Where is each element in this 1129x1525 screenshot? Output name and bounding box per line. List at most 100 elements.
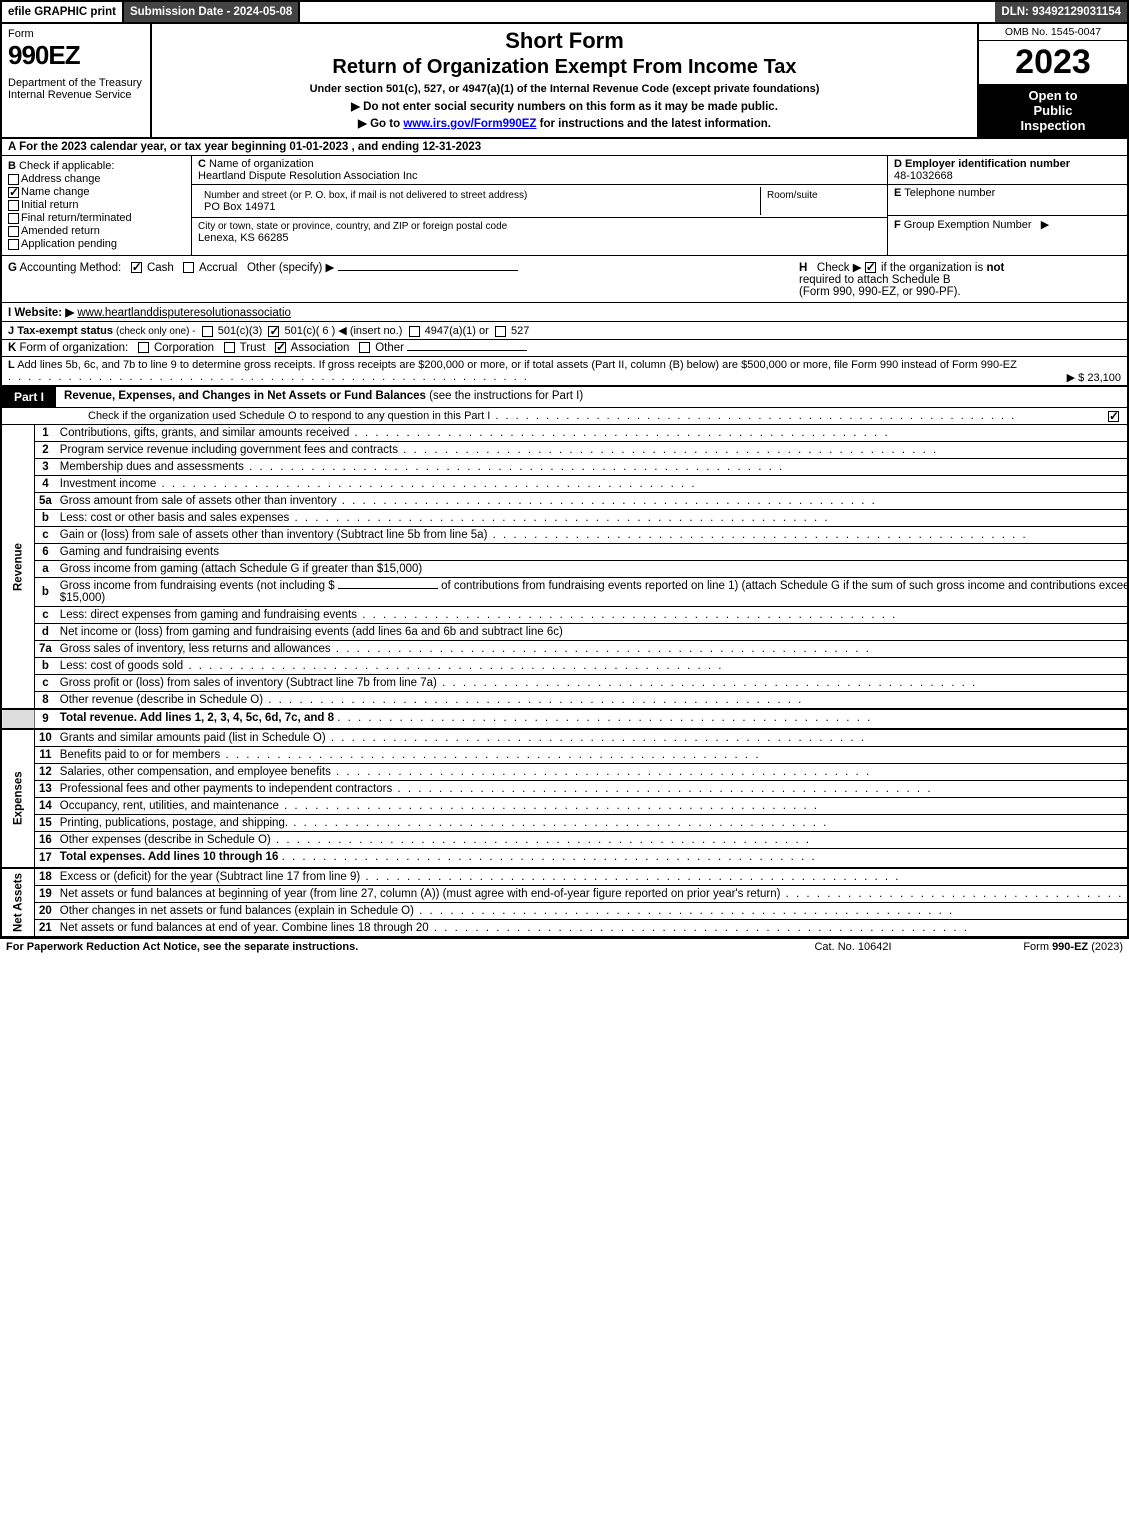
- line-h: H Check ▶ if the organization is not req…: [791, 260, 1121, 298]
- b-label: B: [8, 160, 16, 172]
- line-14-desc: Occupancy, rent, utilities, and maintena…: [56, 798, 1129, 815]
- line-8-desc: Other revenue (describe in Schedule O): [56, 692, 1129, 710]
- line-k: K Form of organization: Corporation Trus…: [2, 340, 1127, 357]
- other-org-blank[interactable]: [407, 350, 527, 351]
- city-label: City or town, state or province, country…: [198, 221, 507, 232]
- submission-date: Submission Date - 2024-05-08: [124, 2, 300, 22]
- form-header: Form 990EZ Department of the Treasury In…: [0, 24, 1129, 139]
- room-label: Room/suite: [767, 190, 818, 201]
- website-url[interactable]: www.heartlanddisputeresolutionassociatio: [77, 307, 291, 319]
- phone-row: E Telephone number: [888, 185, 1127, 216]
- line-1-desc: Contributions, gifts, grants, and simila…: [56, 425, 1129, 442]
- org-name: Heartland Dispute Resolution Association…: [198, 170, 418, 182]
- cb-h[interactable]: [865, 262, 876, 273]
- line-15-desc: Printing, publications, postage, and shi…: [56, 815, 1129, 832]
- line-10-desc: Grants and similar amounts paid (list in…: [56, 729, 1129, 747]
- ein-label: Employer identification number: [905, 158, 1070, 170]
- l-label: L: [8, 359, 15, 371]
- cb-cash[interactable]: [131, 262, 142, 273]
- cb-501c3[interactable]: [202, 326, 213, 337]
- cb-assoc[interactable]: [275, 342, 286, 353]
- cb-4947[interactable]: [409, 326, 420, 337]
- line-7b-desc: Less: cost of goods sold: [56, 658, 1129, 675]
- line-a: A For the 2023 calendar year, or tax yea…: [2, 139, 1127, 156]
- accounting-method-label: Accounting Method:: [20, 262, 122, 274]
- cb-other-org[interactable]: [359, 342, 370, 353]
- line-19-desc: Net assets or fund balances at beginning…: [56, 886, 1129, 903]
- line-2-desc: Program service revenue including govern…: [56, 442, 1129, 459]
- cb-trust[interactable]: [224, 342, 235, 353]
- line-4-desc: Investment income: [56, 476, 1129, 493]
- line-5a-desc: Gross amount from sale of assets other t…: [56, 493, 1129, 510]
- cb-527[interactable]: [495, 326, 506, 337]
- part-i-table: Revenue 1 Contributions, gifts, grants, …: [2, 425, 1129, 938]
- short-form-title: Short Form: [160, 28, 969, 54]
- tax-exempt-label: Tax-exempt status: [17, 325, 113, 337]
- cb-final-return[interactable]: Final return/terminated: [8, 212, 185, 224]
- cb-schedule-o[interactable]: [1108, 411, 1119, 422]
- form-number: 990EZ: [8, 40, 144, 71]
- footer-cat: Cat. No. 10642I: [763, 941, 943, 953]
- cb-name-change[interactable]: Name change: [8, 186, 185, 198]
- ein-row: D Employer identification number 48-1032…: [888, 156, 1127, 185]
- other-specify: Other (specify) ▶: [247, 262, 334, 274]
- header-mid: Short Form Return of Organization Exempt…: [152, 24, 977, 137]
- phone-label: Telephone number: [904, 187, 995, 199]
- footer-left: For Paperwork Reduction Act Notice, see …: [6, 941, 763, 953]
- line-i: I Website: ▶ www.heartlanddisputeresolut…: [2, 303, 1127, 322]
- revenue-side-label: Revenue: [2, 425, 35, 709]
- org-name-row: C Name of organization Heartland Dispute…: [192, 156, 887, 185]
- cb-accrual[interactable]: [183, 262, 194, 273]
- netassets-side-label: Net Assets: [2, 868, 35, 937]
- form-body: A For the 2023 calendar year, or tax yea…: [0, 139, 1129, 938]
- line-18-desc: Excess or (deficit) for the year (Subtra…: [56, 868, 1129, 886]
- street-row: Number and street (or P. O. box, if mail…: [192, 185, 887, 218]
- part-i-sub: Check if the organization used Schedule …: [2, 408, 1127, 425]
- website-label: Website: ▶: [14, 307, 74, 319]
- cb-application-pending[interactable]: Application pending: [8, 238, 185, 250]
- omb-number: OMB No. 1545-0047: [979, 24, 1127, 41]
- j-label: J: [8, 325, 14, 337]
- instr-no-ssn: ▶ Do not enter social security numbers o…: [160, 99, 969, 113]
- f-label: F: [894, 219, 901, 231]
- cb-initial-return[interactable]: Initial return: [8, 199, 185, 211]
- line-l: L Add lines 5b, 6c, and 7b to line 9 to …: [2, 357, 1127, 387]
- city-row: City or town, state or province, country…: [192, 218, 887, 246]
- name-of-org-label: Name of organization: [209, 158, 314, 170]
- line-11-desc: Benefits paid to or for members: [56, 747, 1129, 764]
- section-c: C Name of organization Heartland Dispute…: [192, 156, 887, 255]
- cb-amended-return[interactable]: Amended return: [8, 225, 185, 237]
- line-6-desc: Gaming and fundraising events: [56, 544, 1129, 561]
- line-7c-desc: Gross profit or (loss) from sales of inv…: [56, 675, 1129, 692]
- k-label: K: [8, 342, 16, 354]
- line-16-desc: Other expenses (describe in Schedule O): [56, 832, 1129, 849]
- footer-right: Form 990-EZ (2023): [943, 941, 1123, 953]
- public-inspection-box: Open to Public Inspection: [979, 84, 1127, 137]
- line-5c-desc: Gain or (loss) from sale of assets other…: [56, 527, 1129, 544]
- line-12-desc: Salaries, other compensation, and employ…: [56, 764, 1129, 781]
- street-label: Number and street (or P. O. box, if mail…: [204, 190, 527, 201]
- identification-block: B Check if applicable: Address change Na…: [2, 156, 1127, 256]
- cb-501c[interactable]: [268, 326, 279, 337]
- cb-address-change[interactable]: Address change: [8, 173, 185, 185]
- city-value: Lenexa, KS 66285: [198, 232, 289, 244]
- part-i-header: Part I Revenue, Expenses, and Changes in…: [2, 387, 1127, 408]
- expenses-side-label: Expenses: [2, 729, 35, 868]
- arrow-icon: ▶: [1041, 219, 1049, 231]
- i-label: I: [8, 307, 11, 319]
- cb-corp[interactable]: [138, 342, 149, 353]
- line-g-h: G Accounting Method: Cash Accrual Other …: [2, 256, 1127, 303]
- efile-label[interactable]: efile GRAPHIC print: [2, 2, 124, 22]
- line-j: J Tax-exempt status (check only one) - 5…: [2, 322, 1127, 340]
- irs-link[interactable]: www.irs.gov/Form990EZ: [403, 118, 536, 130]
- line-g: G Accounting Method: Cash Accrual Other …: [8, 260, 791, 298]
- top-bar: efile GRAPHIC print Submission Date - 20…: [0, 0, 1129, 24]
- line-6d-desc: Net income or (loss) from gaming and fun…: [56, 624, 1129, 641]
- e-label: E: [894, 187, 901, 199]
- line-9-desc: Total revenue. Add lines 1, 2, 3, 4, 5c,…: [56, 709, 1129, 729]
- line-l-amount: ▶ $ 23,100: [1067, 371, 1121, 384]
- other-blank[interactable]: [338, 270, 518, 271]
- part-i-tab: Part I: [2, 387, 56, 407]
- line-20-desc: Other changes in net assets or fund bala…: [56, 903, 1129, 920]
- line-6b-desc: Gross income from fundraising events (no…: [56, 578, 1129, 607]
